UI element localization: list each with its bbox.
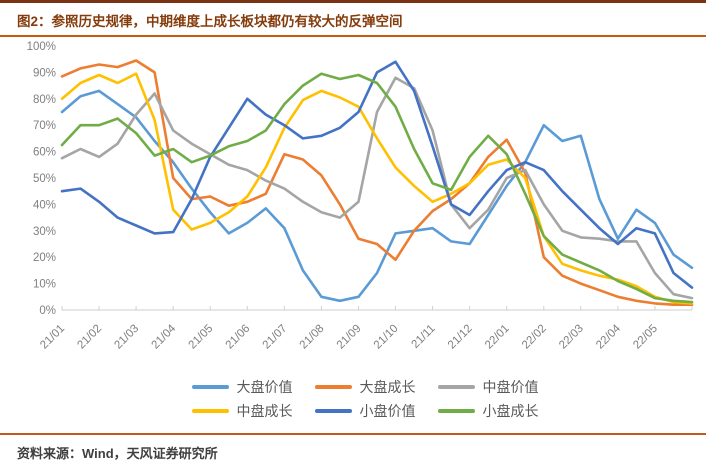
legend-label: 大盘成长: [359, 379, 416, 395]
legend-row-2: 中盘成长 小盘价值 小盘成长: [191, 401, 539, 421]
chart-legend: 大盘价值 大盘成长 中盘价值 中盘成长 小盘价值 小盘成长: [0, 377, 706, 421]
y-tick-label: 70%: [33, 120, 56, 132]
legend-item-zhongpan-chengzhang[interactable]: 中盘成长: [191, 401, 293, 421]
x-tick-label: 21/09: [335, 323, 364, 352]
legend-label: 中盘成长: [236, 403, 293, 419]
y-tick-label: 90%: [33, 67, 56, 79]
y-tick-label: 50%: [33, 173, 56, 185]
source-note: 资料来源：Wind，天风证券研究所: [0, 433, 706, 471]
legend-swatch-line: [191, 408, 229, 414]
legend-label: 大盘价值: [236, 379, 293, 395]
series-line-大盘成长: [60, 59, 694, 307]
x-axis-labels: 21/01 21/02 21/03 21/04 21/05 21/06 21/07 21/08…: [38, 322, 660, 351]
series-line-中盘成长: [60, 72, 694, 305]
y-tick-label: 80%: [33, 94, 56, 106]
legend-item-xiaopan-chengzhang[interactable]: 小盘成长: [437, 401, 539, 421]
legend-swatch-line: [437, 384, 475, 390]
y-tick-label: 60%: [33, 147, 56, 159]
x-tick-label: 21/05: [187, 323, 216, 352]
y-tick-label: 100%: [27, 41, 56, 53]
legend-row-1: 大盘价值 大盘成长 中盘价值: [191, 377, 539, 397]
figure-title: 图2：参照历史规律，中期维度上成长板块都仍有较大的反弹空间: [0, 3, 706, 37]
chart-canvas: 0%10%20%30%40%50%60%70%80%90%100% 21/01 2…: [27, 41, 694, 351]
x-tick-label: 22/02: [520, 323, 549, 352]
legend-swatch-line: [314, 408, 352, 414]
legend-item-zhongpan-jiazhi[interactable]: 中盘价值: [437, 377, 539, 397]
x-axis: [61, 306, 693, 311]
y-tick-label: 10%: [33, 279, 56, 291]
legend-label: 小盘成长: [482, 403, 539, 419]
series-line-中盘价值: [60, 76, 694, 300]
x-tick-label: 21/01: [38, 323, 67, 352]
legend-swatch-line: [314, 384, 352, 390]
x-tick-label: 22/04: [594, 322, 623, 351]
y-tick-label: 0%: [39, 305, 56, 317]
series-line-小盘价值: [60, 60, 694, 289]
y-axis-labels: 0% 10% 20% 30% 40% 50% 60% 70% 80% 90% 100%: [27, 41, 56, 317]
y-tick-label: 20%: [33, 252, 56, 264]
legend-label: 中盘价值: [482, 379, 539, 395]
x-tick-label: 21/12: [446, 323, 475, 352]
x-tick-label: 22/05: [631, 323, 660, 352]
x-tick-label: 21/02: [75, 323, 104, 352]
x-tick-label: 22/01: [483, 323, 512, 352]
x-tick-label: 21/10: [372, 323, 401, 352]
legend-item-dapan-jiazhi[interactable]: 大盘价值: [191, 377, 293, 397]
legend-label: 小盘价值: [359, 403, 416, 419]
legend-swatch-line: [191, 384, 229, 390]
x-tick-label: 22/03: [557, 323, 586, 352]
x-tick-label: 21/06: [224, 323, 253, 352]
y-tick-label: 30%: [33, 226, 56, 238]
legend-item-dapan-chengzhang[interactable]: 大盘成长: [314, 377, 416, 397]
plot-lines: [60, 59, 694, 307]
x-tick-label: 21/07: [261, 323, 290, 352]
x-tick-label: 21/04: [149, 322, 178, 351]
legend-swatch-line: [437, 408, 475, 414]
y-tick-label: 40%: [33, 199, 56, 211]
x-tick-label: 21/11: [409, 323, 437, 351]
x-tick-label: 21/03: [112, 323, 141, 352]
x-tick-label: 21/08: [298, 323, 327, 352]
series-line-大盘价值: [60, 89, 694, 303]
series-line-小盘成长: [60, 72, 694, 304]
legend-item-xiaopan-jiazhi[interactable]: 小盘价值: [314, 401, 416, 421]
